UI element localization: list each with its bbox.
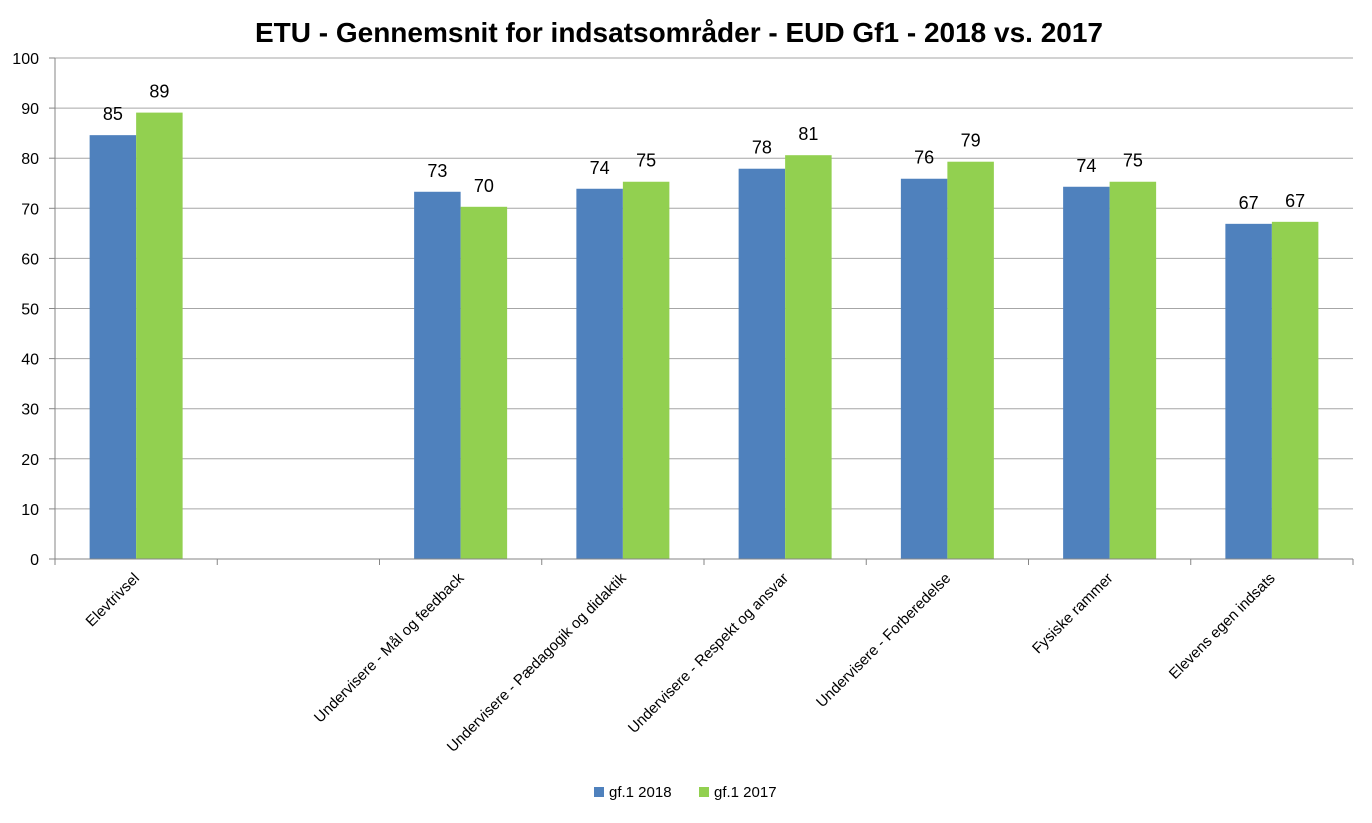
data-labels: 85 89 73 70 74 75 78 81 76 79 74 75 67 67 <box>103 82 1305 213</box>
x-tick-label: Elevens egen indsats <box>1166 570 1279 683</box>
legend-swatch <box>594 787 604 797</box>
gridlines <box>55 57 1353 510</box>
data-label: 67 <box>1285 191 1305 211</box>
data-label: 75 <box>1123 151 1143 171</box>
data-label: 89 <box>149 82 169 102</box>
x-tick-label: Fysiske rammer <box>1029 570 1116 657</box>
y-tick-label: 0 <box>30 552 39 569</box>
bar-series-1 <box>576 188 623 560</box>
bar-series-1 <box>738 168 786 559</box>
legend: gf.1 2018 gf.1 2017 <box>594 784 777 801</box>
y-tick-label: 10 <box>21 502 39 519</box>
bar-series-1 <box>900 178 948 559</box>
bar-series-2 <box>136 112 183 559</box>
y-tick-label: 70 <box>21 201 39 218</box>
x-tick-label: Undervisere - Respekt og ansvar <box>625 570 792 737</box>
data-label: 73 <box>427 161 447 181</box>
data-label: 75 <box>636 151 656 171</box>
data-label: 78 <box>752 138 772 158</box>
data-label: 70 <box>474 176 494 196</box>
bar-series-2 <box>460 206 508 559</box>
x-tick-label: Undervisere - Pædagogik og didaktik <box>444 569 630 755</box>
data-label: 67 <box>1239 193 1259 213</box>
data-label: 79 <box>961 131 981 151</box>
x-axis: Elevtrivsel Undervisere - Mål og feedback… <box>54 558 1354 756</box>
y-tick-label: 80 <box>21 151 39 168</box>
bar-series-1 <box>414 191 461 559</box>
legend-label: gf.1 2018 <box>609 784 672 801</box>
legend-swatch <box>699 787 709 797</box>
data-label: 76 <box>914 148 934 168</box>
data-label: 85 <box>103 104 123 124</box>
y-tick-label: 20 <box>21 452 39 469</box>
y-axis: 0 10 20 30 40 50 60 70 80 90 100 <box>12 51 56 569</box>
data-label: 74 <box>590 158 610 178</box>
bar-series-2 <box>1109 181 1157 559</box>
x-tick-label: Undervisere - Forberedelse <box>813 570 954 711</box>
bar-series-1 <box>89 135 137 560</box>
y-tick-label: 100 <box>12 51 39 68</box>
data-label: 81 <box>798 124 818 144</box>
y-tick-label: 90 <box>21 101 39 118</box>
legend-label: gf.1 2017 <box>714 784 777 801</box>
bar-series-2 <box>622 181 670 559</box>
y-tick-label: 50 <box>21 302 39 319</box>
bar-series-2 <box>947 161 994 559</box>
y-tick-label: 40 <box>21 352 39 369</box>
x-tick-label: Elevtrivsel <box>83 570 143 630</box>
bar-series-2 <box>1271 221 1319 559</box>
bar-series-2 <box>785 155 832 559</box>
bar-series-1 <box>1225 223 1272 559</box>
data-label: 74 <box>1076 156 1096 176</box>
bar-series-1 <box>1063 186 1110 559</box>
x-tick-label: Undervisere - Mål og feedback <box>311 569 468 726</box>
bars <box>89 112 1319 560</box>
y-tick-label: 30 <box>21 402 39 419</box>
chart-title: ETU - Gennemsnit for indsatsområder - EU… <box>255 17 1103 48</box>
y-tick-label: 60 <box>21 251 39 268</box>
